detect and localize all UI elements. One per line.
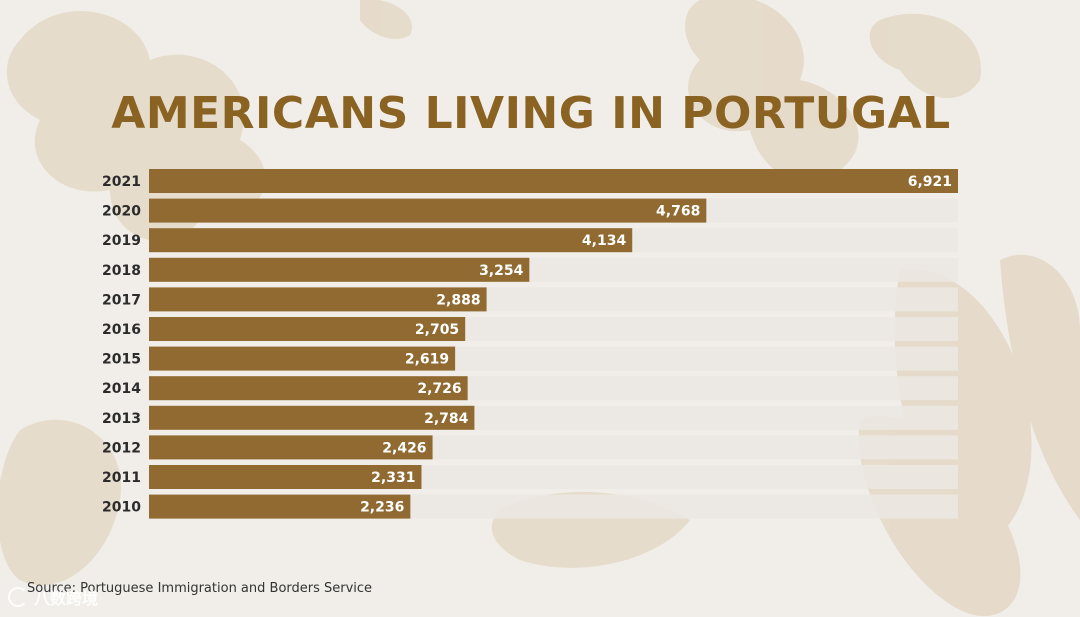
bar-2017 bbox=[149, 287, 487, 312]
bar-2013 bbox=[149, 405, 475, 430]
category-label-2019: 2019 bbox=[102, 233, 141, 249]
category-label-2013: 2013 bbox=[102, 411, 141, 427]
value-label-2012: 2,426 bbox=[382, 440, 426, 456]
bar-2021 bbox=[149, 169, 958, 193]
category-label-2016: 2016 bbox=[102, 322, 141, 338]
watermark-logo-icon bbox=[8, 587, 28, 607]
source-note: Source: Portuguese Immigration and Borde… bbox=[27, 581, 373, 596]
value-label-2010: 2,236 bbox=[360, 500, 404, 516]
value-label-2017: 2,888 bbox=[436, 292, 480, 308]
category-label-2017: 2017 bbox=[102, 292, 141, 308]
bar-2012 bbox=[149, 435, 433, 460]
bar-2019 bbox=[149, 228, 633, 253]
value-label-2016: 2,705 bbox=[415, 322, 459, 338]
value-label-2013: 2,784 bbox=[424, 411, 469, 427]
category-label-2015: 2015 bbox=[102, 352, 141, 368]
bar-2010 bbox=[149, 494, 411, 519]
chart-title: AMERICANS LIVING IN PORTUGAL bbox=[111, 88, 951, 139]
bar-2018 bbox=[149, 257, 530, 282]
bar-2016 bbox=[149, 317, 466, 341]
value-label-2020: 4,768 bbox=[656, 204, 700, 220]
bar-2020 bbox=[149, 198, 707, 223]
value-label-2014: 2,726 bbox=[417, 381, 461, 397]
category-label-2018: 2018 bbox=[102, 263, 141, 279]
category-label-2010: 2010 bbox=[102, 500, 141, 516]
bar-2015 bbox=[149, 346, 456, 371]
value-label-2021: 6,921 bbox=[908, 174, 952, 190]
watermark-text: 八数跨境 bbox=[34, 589, 99, 608]
category-label-2012: 2012 bbox=[102, 440, 141, 456]
watermark: 八数跨境 bbox=[8, 585, 98, 609]
value-label-2011: 2,331 bbox=[371, 470, 415, 486]
category-label-2014: 2014 bbox=[102, 381, 141, 397]
bar-2014 bbox=[149, 376, 468, 401]
category-label-2020: 2020 bbox=[102, 204, 141, 220]
category-label-2011: 2011 bbox=[102, 470, 141, 486]
category-label-2021: 2021 bbox=[102, 174, 141, 190]
bar-2011 bbox=[149, 465, 422, 489]
value-label-2019: 4,134 bbox=[582, 233, 627, 249]
value-label-2015: 2,619 bbox=[405, 352, 449, 368]
value-label-2018: 3,254 bbox=[479, 263, 524, 279]
